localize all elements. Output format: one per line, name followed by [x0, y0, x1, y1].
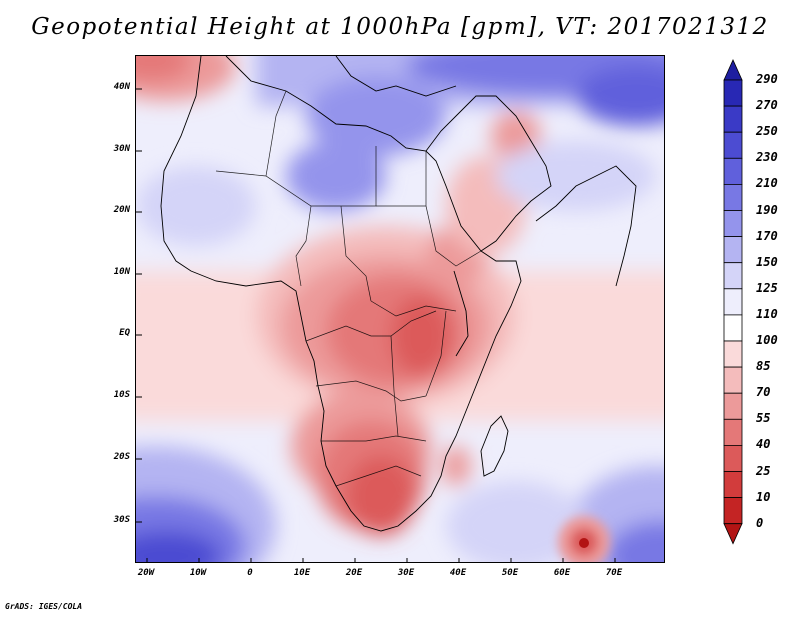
coastlines	[160, 56, 637, 532]
colorbar-swatch	[723, 184, 743, 211]
colorbar-swatch	[723, 157, 743, 185]
colorbar-swatch	[723, 314, 743, 342]
colorbar-swatch	[723, 471, 743, 499]
colorbar-swatch	[723, 105, 743, 133]
lon-label-20e: 20E	[345, 568, 363, 578]
colorbar-level-label: 150	[756, 254, 778, 269]
colorbar-swatch	[723, 497, 743, 525]
colorbar-level-label: 290	[756, 72, 778, 86]
colorbar-swatch	[723, 366, 743, 394]
lon-label-10w: 10W	[189, 568, 207, 578]
lon-label-40e: 40E	[449, 568, 467, 578]
colorbar-swatch	[723, 210, 743, 238]
colorbar-bottom-arrow	[723, 523, 743, 545]
lat-label-20n: 20N	[113, 205, 130, 215]
colorbar	[723, 59, 743, 545]
map-plot-area	[135, 55, 665, 563]
chart-title: Geopotential Height at 1000hPa [gpm], VT…	[31, 14, 769, 40]
colorbar-level-label: 40	[756, 437, 771, 452]
axis-ticks	[136, 88, 616, 562]
colorbar-top-arrow	[723, 59, 743, 81]
map-field	[136, 56, 664, 562]
lat-label-40n: 40N	[113, 82, 130, 92]
lat-label-eq: EQ	[119, 328, 130, 338]
country-borders	[215, 90, 482, 487]
lat-label-30s: 30S	[113, 515, 130, 525]
colorbar-level-label: 10	[756, 489, 771, 504]
lat-label-10n: 10N	[113, 267, 130, 277]
colorbar-level-label: 210	[756, 176, 778, 191]
colorbar-level-label: 250	[756, 124, 778, 139]
colorbar-swatch	[723, 340, 743, 368]
colorbar-level-label: 110	[756, 306, 778, 321]
colorbar-swatch	[723, 288, 743, 316]
lon-label-70e: 70E	[605, 568, 623, 578]
colorbar-swatch	[723, 236, 743, 264]
colorbar-level-label: 190	[756, 202, 778, 217]
colorbar-level-label: 230	[756, 150, 778, 165]
lat-label-10s: 10S	[113, 390, 130, 400]
lat-label-30n: 30N	[113, 144, 130, 154]
colorbar-level-label: 100	[756, 333, 778, 347]
lon-label-30e: 30E	[397, 568, 415, 578]
colorbar-level-label: 25	[756, 463, 771, 478]
colorbar-level-label: 0	[756, 515, 764, 530]
credit-text: GrADS: IGES/COLA	[5, 602, 83, 611]
colorbar-level-label: 55	[756, 411, 771, 426]
lon-label-0: 0	[247, 568, 253, 578]
lon-label-50e: 50E	[501, 568, 519, 578]
colorbar-swatch	[723, 418, 743, 446]
colorbar-level-label: 85	[756, 359, 771, 374]
colorbar-swatch	[723, 392, 743, 420]
colorbar-swatch	[723, 131, 743, 159]
colorbar-swatch	[723, 79, 743, 107]
lat-label-20s: 20S	[113, 452, 130, 462]
colorbar-swatch	[723, 262, 743, 290]
colorbar-swatch	[723, 444, 743, 472]
colorbar-level-label: 70	[756, 385, 771, 400]
colorbar-level-label: 170	[756, 228, 778, 243]
lon-label-60e: 60E	[553, 568, 571, 578]
lon-label-20w: 20W	[137, 568, 155, 578]
colorbar-level-label: 125	[756, 280, 778, 295]
colorbar-level-label: 270	[756, 98, 778, 113]
lon-label-10e: 10E	[293, 568, 311, 578]
